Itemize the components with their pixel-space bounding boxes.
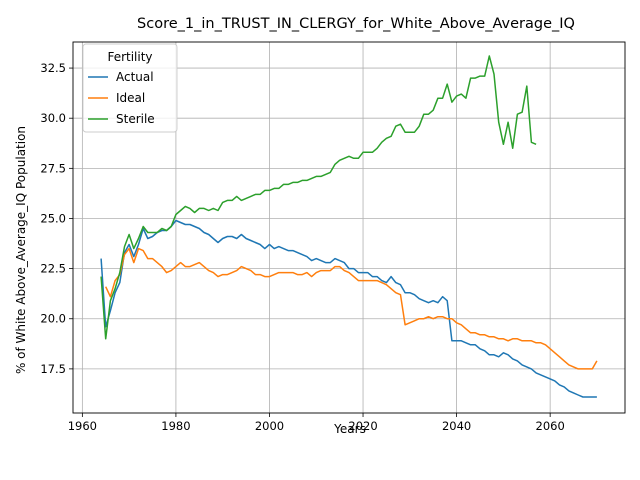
x-tick-label: 1960 xyxy=(68,419,97,433)
chart-title: Score_1_in_TRUST_IN_CLERGY_for_White_Abo… xyxy=(137,16,575,32)
series-line-sterile xyxy=(100,55,537,340)
x-axis-label: Years xyxy=(333,422,366,436)
y-axis-label: % of White Above_Average_IQ Population xyxy=(14,126,28,374)
legend-title: Fertility xyxy=(107,50,152,64)
y-tick-label: 17.5 xyxy=(40,362,66,376)
x-tick-label: 2040 xyxy=(442,419,471,433)
y-tick-label: 22.5 xyxy=(40,262,66,276)
legend-label-sterile: Sterile xyxy=(116,112,155,126)
legend-box xyxy=(82,43,178,133)
x-tick-label: 1980 xyxy=(161,419,190,433)
x-tick-label: 2020 xyxy=(348,419,377,433)
x-tick-label: 2060 xyxy=(536,419,565,433)
x-tick-label: 2000 xyxy=(255,419,284,433)
y-tick-label: 25.0 xyxy=(40,211,66,225)
series-line-ideal xyxy=(105,247,598,370)
y-tick-label: 32.5 xyxy=(40,61,66,75)
legend-items: Actual Ideal Sterile xyxy=(88,70,155,126)
legend: Fertility Actual Ideal Sterile xyxy=(82,43,178,133)
legend-label-actual: Actual xyxy=(116,70,154,84)
x-axis-ticks: 1960 1980 2000 2020 2040 2060 xyxy=(68,413,565,433)
plot-area-frame xyxy=(72,41,626,414)
y-tick-label: 20.0 xyxy=(40,312,66,326)
y-axis-ticks: 17.5 20.0 22.5 25.0 27.5 30.0 32.5 xyxy=(40,61,73,376)
series-lines xyxy=(100,55,598,398)
y-tick-label: 27.5 xyxy=(40,161,66,175)
legend-label-ideal: Ideal xyxy=(116,91,145,105)
series-line-actual xyxy=(100,219,597,398)
y-tick-label: 30.0 xyxy=(40,111,66,125)
